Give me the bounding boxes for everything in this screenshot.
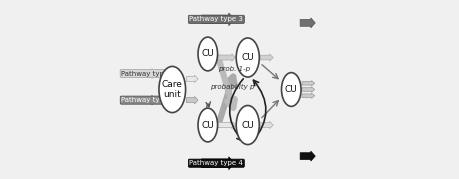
Text: CU: CU	[284, 85, 297, 94]
Ellipse shape	[236, 38, 259, 77]
FancyArrow shape	[143, 69, 155, 78]
Text: CU: CU	[201, 120, 214, 130]
Ellipse shape	[236, 105, 259, 145]
FancyArrow shape	[201, 13, 234, 26]
Ellipse shape	[198, 108, 217, 142]
Text: CU: CU	[241, 53, 253, 62]
FancyArrow shape	[259, 54, 273, 61]
Text: Pathway type 4: Pathway type 4	[189, 160, 243, 166]
Ellipse shape	[159, 66, 185, 113]
Text: probability p: probability p	[209, 84, 253, 90]
FancyArrow shape	[301, 81, 314, 86]
FancyArrow shape	[218, 121, 235, 129]
Text: CU: CU	[241, 120, 253, 130]
Text: Pathway type 2: Pathway type 2	[121, 97, 175, 103]
FancyArrow shape	[259, 122, 273, 129]
Text: Care
unit: Care unit	[162, 80, 182, 99]
FancyArrow shape	[143, 95, 155, 105]
FancyArrow shape	[300, 151, 314, 161]
Ellipse shape	[198, 37, 217, 71]
FancyArrow shape	[186, 96, 198, 104]
FancyArrow shape	[301, 93, 314, 98]
Ellipse shape	[281, 73, 300, 106]
Text: prob. 1-p: prob. 1-p	[218, 66, 250, 72]
FancyArrow shape	[301, 87, 314, 92]
FancyArrow shape	[218, 54, 235, 61]
FancyArrow shape	[201, 157, 234, 170]
Text: Pathway type 3: Pathway type 3	[189, 16, 243, 22]
Text: Pathway type 1: Pathway type 1	[121, 71, 175, 76]
FancyArrow shape	[186, 75, 198, 83]
FancyArrow shape	[300, 18, 314, 28]
Text: CU: CU	[201, 49, 214, 59]
